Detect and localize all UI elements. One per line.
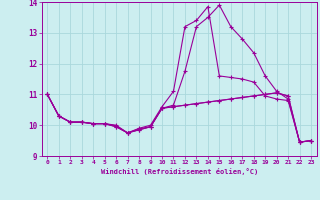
X-axis label: Windchill (Refroidissement éolien,°C): Windchill (Refroidissement éolien,°C) (100, 168, 258, 175)
